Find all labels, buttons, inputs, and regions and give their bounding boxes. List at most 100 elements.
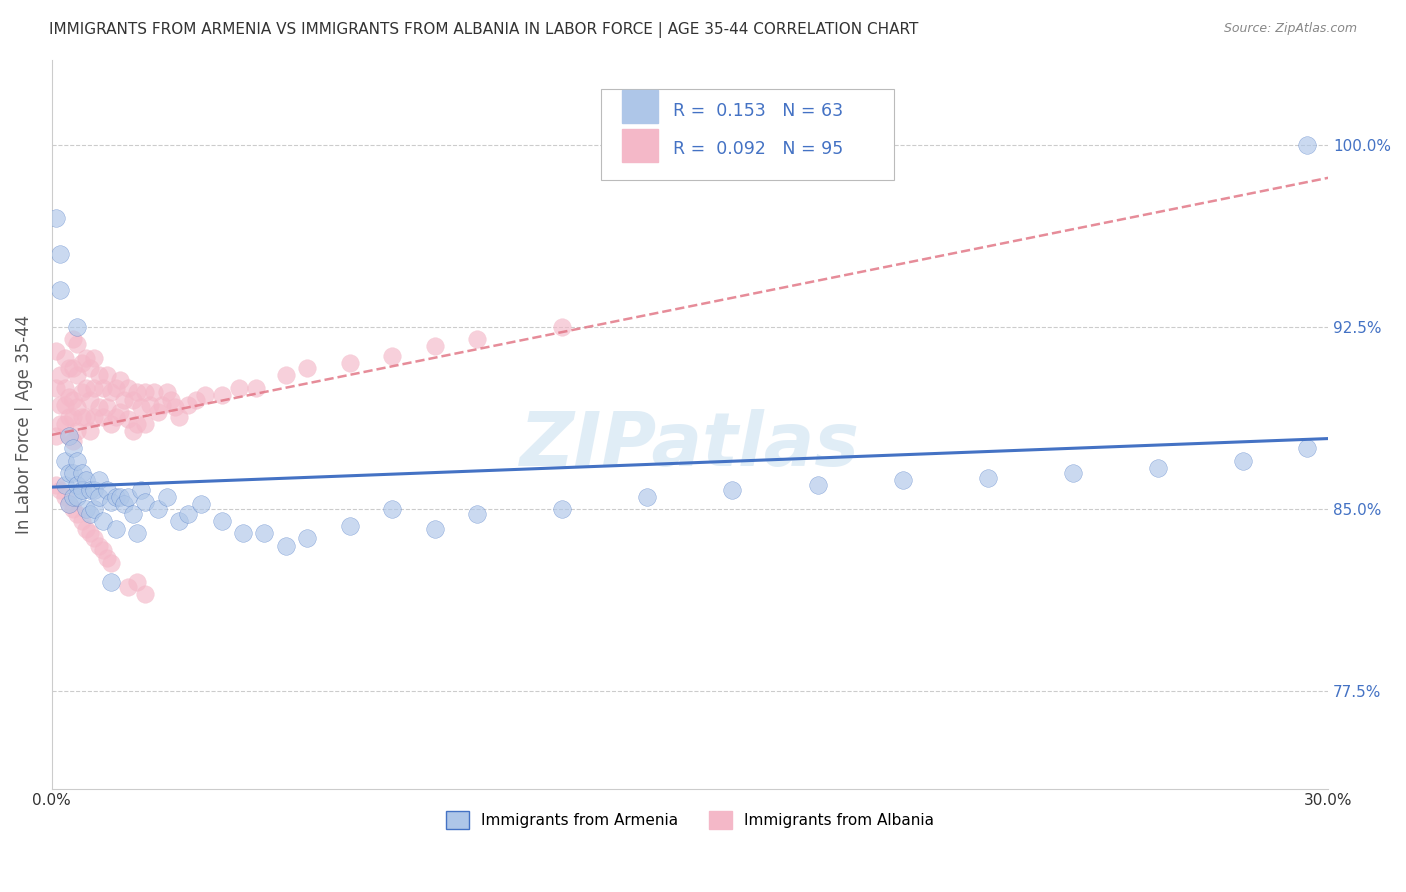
Point xyxy=(83,409,105,424)
Point xyxy=(274,368,297,383)
Point xyxy=(381,502,404,516)
Point xyxy=(96,368,118,383)
Point xyxy=(49,483,72,497)
Point xyxy=(891,473,914,487)
Point xyxy=(83,502,105,516)
Point xyxy=(62,409,84,424)
Point xyxy=(121,392,143,407)
Point xyxy=(117,412,139,426)
Point xyxy=(134,385,156,400)
Point xyxy=(49,417,72,431)
Text: ZIPatlas: ZIPatlas xyxy=(520,409,860,483)
Point xyxy=(636,490,658,504)
Point xyxy=(96,483,118,497)
Point xyxy=(117,381,139,395)
Point xyxy=(62,442,84,456)
Point xyxy=(62,392,84,407)
Point xyxy=(83,483,105,497)
Point xyxy=(62,490,84,504)
Point xyxy=(66,507,89,521)
Text: R =  0.153   N = 63: R = 0.153 N = 63 xyxy=(673,102,844,120)
Point xyxy=(108,405,131,419)
Point xyxy=(806,478,828,492)
Point xyxy=(232,526,254,541)
Point xyxy=(66,453,89,467)
Point xyxy=(83,531,105,545)
Point xyxy=(125,385,148,400)
Point xyxy=(211,514,233,528)
Point xyxy=(49,398,72,412)
Point xyxy=(1062,466,1084,480)
Point xyxy=(146,502,169,516)
Point xyxy=(53,490,76,504)
Point xyxy=(70,356,93,370)
Point xyxy=(108,373,131,387)
Point xyxy=(70,385,93,400)
Point xyxy=(245,381,267,395)
Point xyxy=(66,490,89,504)
Point xyxy=(121,507,143,521)
Point xyxy=(150,398,173,412)
Point xyxy=(53,398,76,412)
Point xyxy=(142,385,165,400)
Text: IMMIGRANTS FROM ARMENIA VS IMMIGRANTS FROM ALBANIA IN LABOR FORCE | AGE 35-44 CO: IMMIGRANTS FROM ARMENIA VS IMMIGRANTS FR… xyxy=(49,22,918,38)
Point xyxy=(253,526,276,541)
Point xyxy=(53,478,76,492)
Point xyxy=(104,409,127,424)
Point xyxy=(75,522,97,536)
Point xyxy=(53,381,76,395)
Point xyxy=(104,522,127,536)
Point xyxy=(79,361,101,376)
Point xyxy=(75,473,97,487)
Point xyxy=(96,550,118,565)
Point xyxy=(75,409,97,424)
Point xyxy=(66,400,89,414)
Point xyxy=(100,495,122,509)
Point xyxy=(62,361,84,376)
Point xyxy=(108,490,131,504)
Point xyxy=(100,574,122,589)
Point xyxy=(1295,442,1317,456)
Point xyxy=(75,351,97,366)
Point xyxy=(100,556,122,570)
Point xyxy=(295,361,318,376)
Point xyxy=(66,478,89,492)
Point xyxy=(138,398,160,412)
Point xyxy=(91,514,114,528)
Point xyxy=(551,502,574,516)
Point xyxy=(75,381,97,395)
Point xyxy=(156,490,179,504)
Point xyxy=(70,409,93,424)
Point xyxy=(70,466,93,480)
Point xyxy=(62,332,84,346)
Bar xyxy=(623,129,658,161)
Point xyxy=(53,453,76,467)
Point xyxy=(49,368,72,383)
Point xyxy=(87,473,110,487)
Point xyxy=(83,381,105,395)
Point xyxy=(91,409,114,424)
Text: R =  0.092   N = 95: R = 0.092 N = 95 xyxy=(673,140,844,158)
Point xyxy=(58,429,80,443)
Point xyxy=(75,502,97,516)
Y-axis label: In Labor Force | Age 35-44: In Labor Force | Age 35-44 xyxy=(15,315,32,533)
Point xyxy=(58,497,80,511)
Point xyxy=(129,400,152,414)
Point xyxy=(125,574,148,589)
Point xyxy=(125,417,148,431)
Point xyxy=(381,349,404,363)
Point xyxy=(156,385,179,400)
Point xyxy=(87,539,110,553)
Point xyxy=(112,392,135,407)
Point xyxy=(91,381,114,395)
Point xyxy=(53,351,76,366)
Point xyxy=(121,425,143,439)
Point xyxy=(977,470,1000,484)
Point xyxy=(169,409,191,424)
FancyBboxPatch shape xyxy=(600,89,894,180)
Point xyxy=(58,409,80,424)
Point xyxy=(134,495,156,509)
Point xyxy=(117,490,139,504)
Point xyxy=(45,429,67,443)
Point xyxy=(104,490,127,504)
